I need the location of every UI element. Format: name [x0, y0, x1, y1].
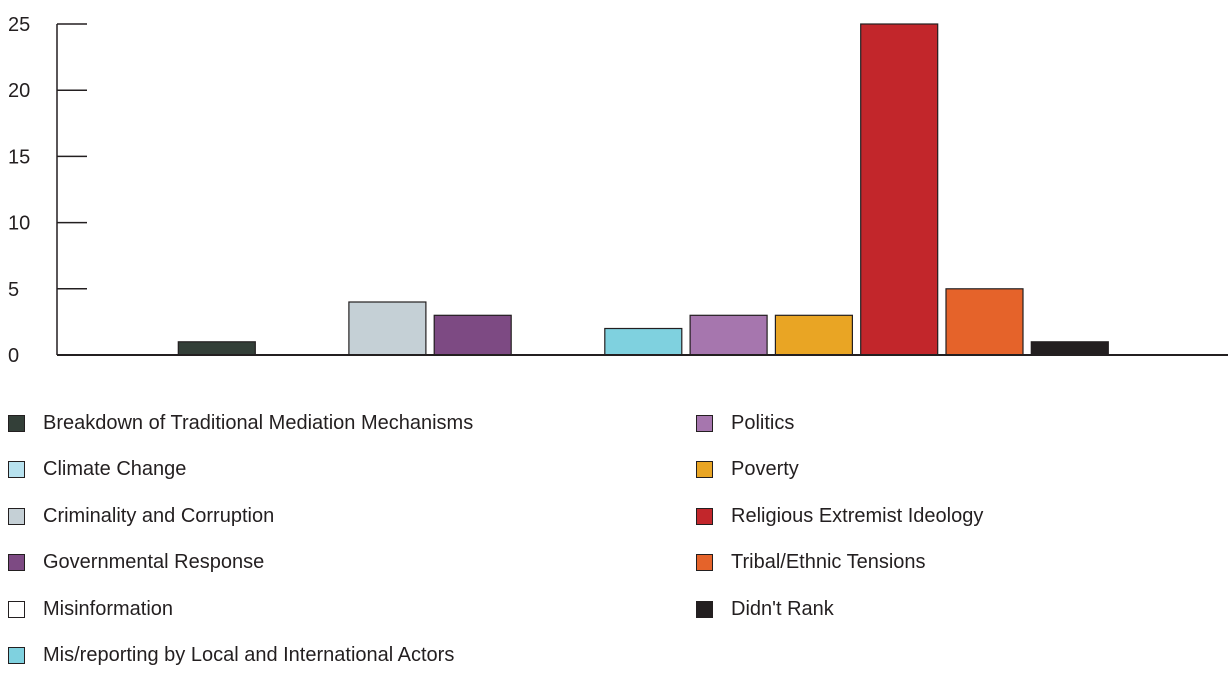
- y-tick-label: 15: [8, 146, 30, 168]
- legend-label: Misinformation: [43, 598, 173, 621]
- legend-swatch: [696, 415, 713, 432]
- legend-column-right: Politics Poverty Religious Extremist Ideol…: [696, 400, 983, 633]
- legend-swatch: [8, 415, 25, 432]
- legend-swatch: [696, 508, 713, 525]
- legend-swatch: [8, 461, 25, 478]
- legend-swatch: [696, 461, 713, 478]
- bar: [1031, 342, 1108, 355]
- legend-label: Religious Extremist Ideology: [731, 505, 983, 528]
- y-tick-label: 5: [8, 279, 19, 301]
- legend-column-left: Breakdown of Traditional Mediation Mecha…: [8, 400, 473, 679]
- y-tick-label: 10: [8, 213, 30, 235]
- legend-item: Governmental Response: [8, 540, 473, 587]
- legend-item: Climate Change: [8, 447, 473, 494]
- legend-swatch: [696, 601, 713, 618]
- bar: [861, 24, 938, 355]
- legend-item: Tribal/Ethnic Tensions: [696, 540, 983, 587]
- legend-swatch: [8, 601, 25, 618]
- legend-item: Didn't Rank: [696, 586, 983, 633]
- bar: [690, 315, 767, 355]
- legend-swatch: [8, 508, 25, 525]
- legend-label: Governmental Response: [43, 551, 264, 574]
- bar-chart: 0 5 10 15 20 25: [0, 0, 1228, 380]
- bar: [434, 315, 511, 355]
- legend-label: Breakdown of Traditional Mediation Mecha…: [43, 412, 473, 435]
- legend-swatch: [8, 554, 25, 571]
- bar: [775, 315, 852, 355]
- legend-item: Mis/reporting by Local and International…: [8, 633, 473, 679]
- bar: [605, 329, 682, 356]
- y-axis-ticks: 0 5 10 15 20 25: [8, 14, 87, 367]
- legend-item: Religious Extremist Ideology: [696, 493, 983, 540]
- legend-item: Misinformation: [8, 586, 473, 633]
- bar: [349, 302, 426, 355]
- y-tick-label: 20: [8, 80, 30, 102]
- legend-label: Tribal/Ethnic Tensions: [731, 551, 926, 574]
- legend-item: Poverty: [696, 447, 983, 494]
- legend: Breakdown of Traditional Mediation Mecha…: [0, 400, 1228, 664]
- y-tick-label: 25: [8, 14, 30, 36]
- legend-label: Criminality and Corruption: [43, 505, 274, 528]
- legend-swatch: [8, 647, 25, 664]
- legend-label: Politics: [731, 412, 794, 435]
- bar: [178, 342, 255, 355]
- bar: [946, 289, 1023, 355]
- legend-item: Breakdown of Traditional Mediation Mecha…: [8, 400, 473, 447]
- legend-label: Poverty: [731, 458, 799, 481]
- legend-item: Politics: [696, 400, 983, 447]
- legend-item: Criminality and Corruption: [8, 493, 473, 540]
- y-tick-label: 0: [8, 345, 19, 367]
- legend-swatch: [696, 554, 713, 571]
- legend-label: Didn't Rank: [731, 598, 834, 621]
- bars-group: [178, 24, 1108, 355]
- legend-label: Climate Change: [43, 458, 186, 481]
